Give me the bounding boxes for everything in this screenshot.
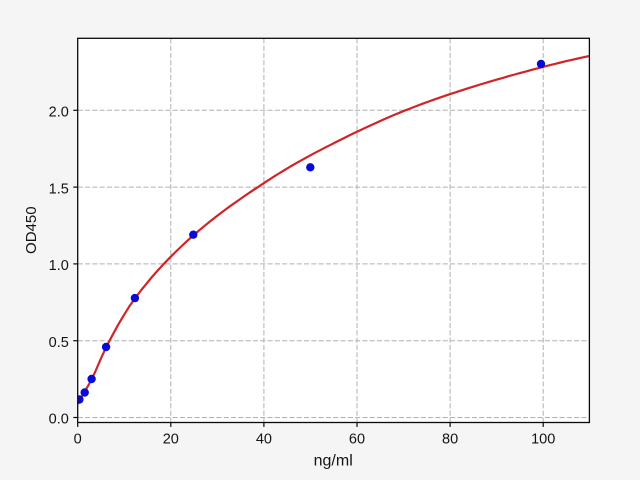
svg-text:80: 80 — [442, 431, 458, 447]
svg-text:1.0: 1.0 — [49, 258, 69, 274]
svg-text:20: 20 — [163, 431, 179, 447]
svg-text:ng/ml: ng/ml — [314, 452, 353, 469]
svg-text:OD450: OD450 — [23, 206, 40, 254]
svg-text:0.5: 0.5 — [49, 335, 69, 351]
svg-text:0: 0 — [74, 431, 82, 447]
svg-text:60: 60 — [349, 431, 365, 447]
svg-text:100: 100 — [531, 431, 555, 447]
svg-text:1.5: 1.5 — [49, 181, 69, 197]
svg-text:0.0: 0.0 — [49, 412, 69, 428]
svg-text:40: 40 — [256, 431, 272, 447]
svg-text:2.0: 2.0 — [49, 105, 69, 121]
